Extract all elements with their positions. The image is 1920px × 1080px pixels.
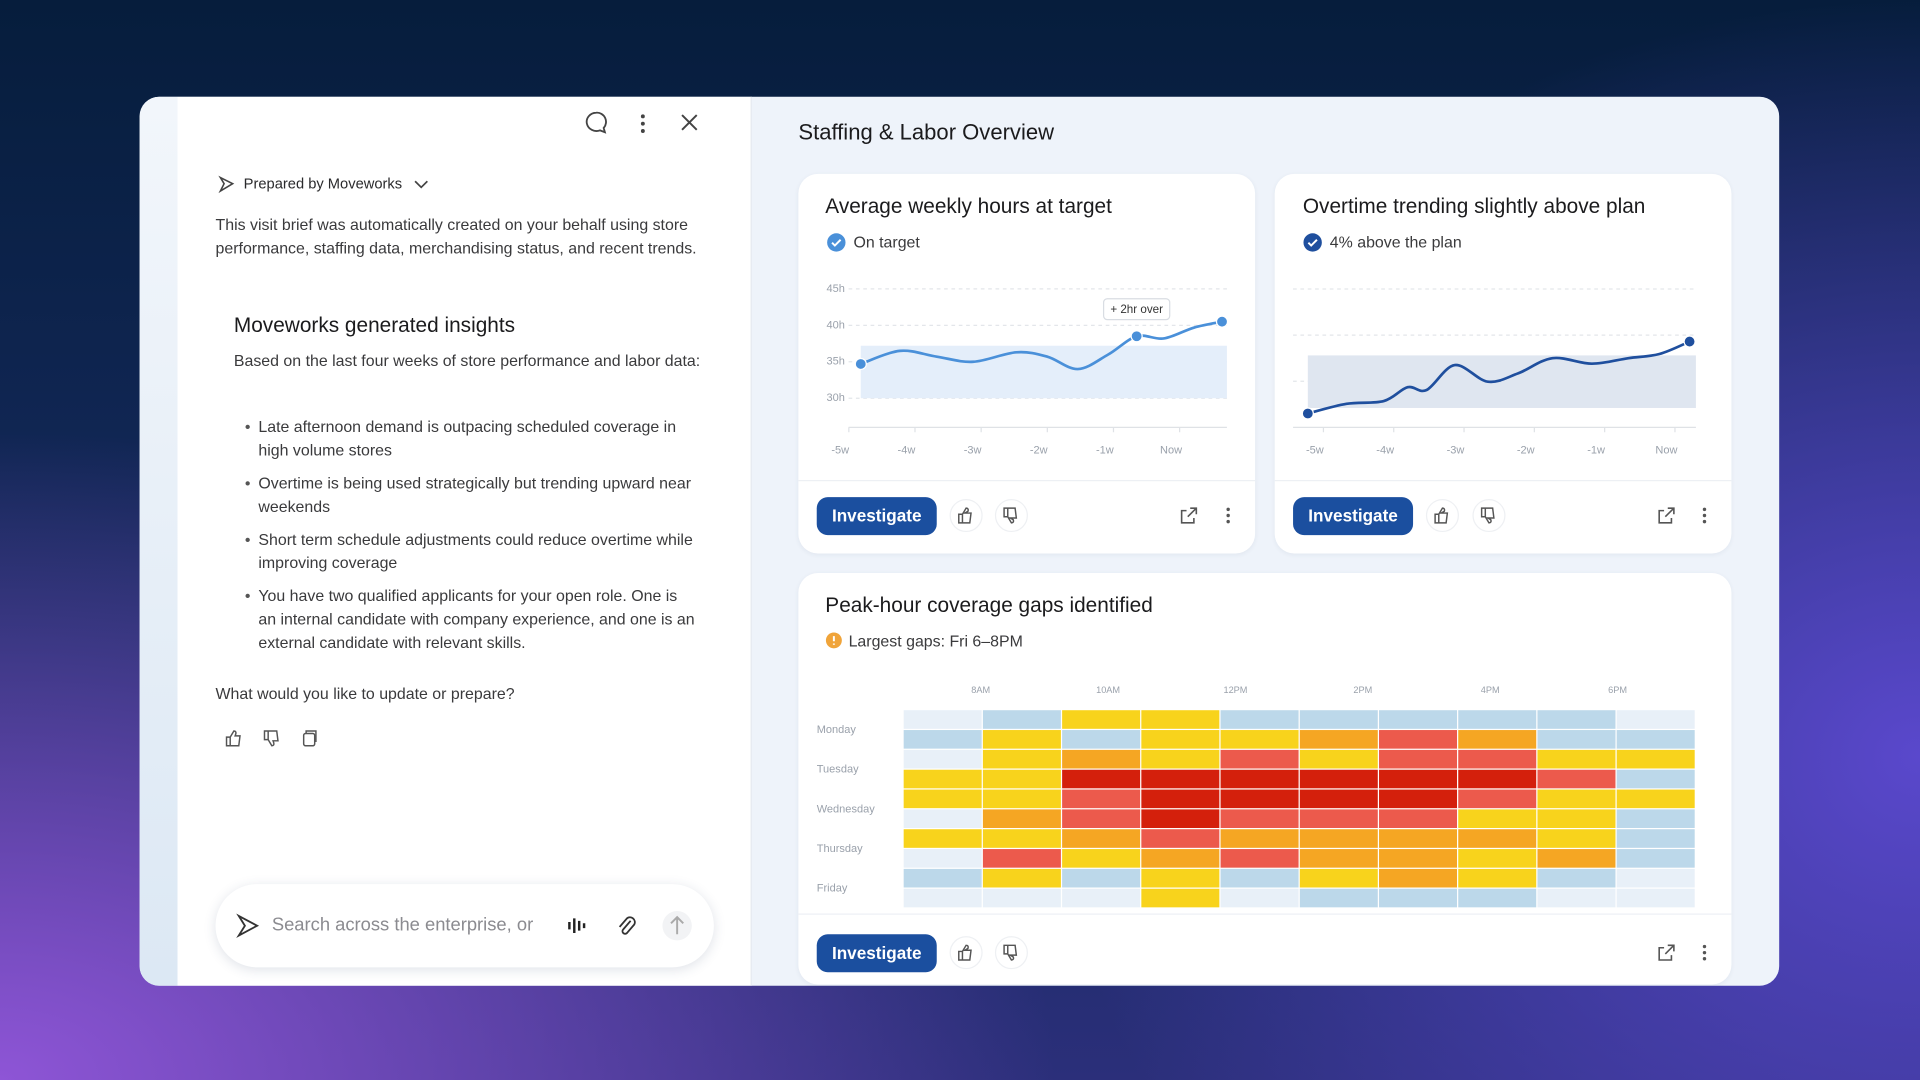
insight: Late afternoon demand is outpacing sched…	[245, 415, 699, 462]
intro-text: This visit brief was automatically creat…	[215, 215, 697, 258]
prepared-by[interactable]: Prepared by Moveworks	[243, 175, 403, 193]
investigate-button[interactable]: Investigate	[816, 934, 937, 973]
menu-icon[interactable]	[634, 113, 651, 135]
search-logo	[236, 913, 260, 938]
card-status: Largest gaps: Fri 6–8PM	[848, 631, 1023, 651]
insight: Overtime is being used strategically but…	[245, 471, 699, 518]
voice-icon[interactable]	[566, 915, 588, 937]
close-icon[interactable]	[680, 113, 700, 133]
investigate-button[interactable]: Investigate	[816, 497, 937, 536]
card-status: 4% above the plan	[1329, 232, 1462, 252]
moveworks-icon	[218, 175, 235, 194]
card-title: Average weekly hours at target	[825, 194, 1112, 218]
status-icon	[1303, 233, 1322, 252]
divider	[1274, 480, 1732, 482]
new-chat-icon[interactable]	[584, 110, 608, 134]
investigate-button[interactable]: Investigate	[1293, 497, 1414, 536]
divider	[798, 913, 1732, 915]
search-box[interactable]	[215, 884, 714, 968]
card-title: Overtime trending slightly above plan	[1302, 194, 1646, 218]
card-status: On target	[853, 232, 920, 252]
divider	[798, 480, 1256, 482]
status-icon	[825, 632, 842, 649]
search-placeholder[interactable]: Search across the enterprise, or	[271, 914, 534, 936]
feedback-icons[interactable]	[223, 729, 321, 749]
insights-title: Moveworks generated insights	[233, 313, 516, 337]
dashboard-title: Staffing & Labor Overview	[798, 120, 1055, 145]
insight: Short term schedule adjustments could re…	[245, 528, 699, 575]
card-title: Peak-hour coverage gaps identified	[825, 593, 1153, 618]
prompt-text: What would you like to update or prepare…	[215, 684, 515, 703]
send-icon[interactable]	[661, 910, 693, 942]
chevron-icon[interactable]	[414, 179, 429, 191]
side-rail	[139, 96, 178, 986]
attach-icon[interactable]	[615, 913, 637, 937]
insights-lead: Based on the last four weeks of store pe…	[233, 351, 701, 370]
insight: You have two qualified applicants for yo…	[245, 584, 699, 654]
status-icon	[827, 233, 846, 252]
insights-list: Late afternoon demand is outpacing sched…	[245, 415, 699, 664]
